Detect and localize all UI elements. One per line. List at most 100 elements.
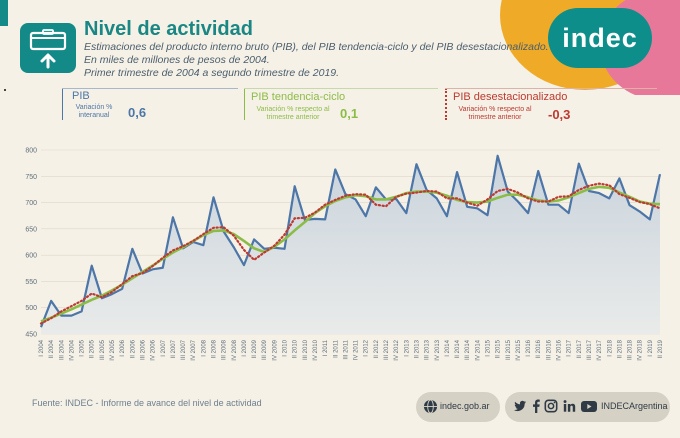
x-tick-label: II 2007	[171, 339, 177, 358]
indicator-trend-rule	[244, 88, 438, 89]
x-tick-label: I 2014	[445, 339, 451, 356]
x-tick-label: II 2011	[333, 339, 339, 358]
x-tick-label: I 2012	[364, 339, 370, 356]
x-tick-label: II 2009	[252, 339, 258, 358]
x-tick-label: III 2005	[100, 339, 106, 360]
x-tick-label: IV 2018	[638, 339, 644, 360]
x-tick-label: II 2006	[130, 339, 136, 358]
logo-text: indec	[562, 23, 638, 53]
x-tick-label: II 2008	[212, 339, 218, 358]
indicator-trend-label-2: trimestre anterior	[266, 114, 320, 121]
indicator-pib-name: PIB	[72, 90, 90, 102]
indicator-pib-label-1: Variación %	[75, 104, 113, 111]
indicator-sa-rule	[445, 88, 657, 89]
y-tick-label: 450	[25, 332, 37, 339]
youtube-icon[interactable]	[581, 401, 597, 412]
x-tick-label: II 2018	[617, 339, 623, 358]
indicator-trend-name: PIB tendencia-ciclo	[251, 91, 346, 103]
logo-teal-pill	[548, 8, 652, 68]
x-tick-label: III 2018	[628, 339, 634, 360]
x-tick-label: III 2016	[546, 339, 552, 360]
x-tick-label: I 2011	[323, 339, 329, 356]
website-link[interactable]: indec.gob.ar	[440, 401, 490, 411]
activity-icon	[20, 23, 76, 73]
x-tick-label: III 2011	[343, 339, 349, 359]
x-tick-label: IV 2012	[394, 339, 400, 360]
indicator-pib-value: 0,6	[128, 105, 147, 120]
x-tick-label: III 2013	[425, 339, 431, 360]
indicator-trend-label: Variación % respecto al trimestre anteri…	[250, 106, 336, 122]
x-tick-label: I 2016	[526, 339, 532, 356]
indicator-pib-label: Variación % interanual	[64, 104, 124, 120]
x-tick-label: IV 2011	[354, 339, 360, 360]
x-tick-label: III 2017	[587, 339, 593, 360]
indicator-sa-label-1: Variación % respecto al	[458, 106, 532, 113]
indicator-trend-label-1: Variación % respecto al	[256, 106, 330, 113]
y-tick-label: 500	[25, 305, 37, 312]
indec-logo[interactable]: indec	[500, 0, 680, 95]
x-tick-label: IV 2015	[516, 339, 522, 360]
instagram-icon[interactable]	[544, 399, 558, 413]
x-tick-label: I 2004	[39, 339, 45, 356]
x-tick-label: II 2019	[658, 339, 664, 358]
subtitle-line-3: Primer trimestre de 2004 a segundo trime…	[84, 67, 340, 79]
indicator-sa	[445, 88, 447, 120]
x-tick-label: IV 2006	[151, 339, 157, 360]
y-tick-label: 700	[25, 200, 37, 207]
x-tick-label: III 2009	[262, 339, 268, 360]
indicator-trend	[244, 88, 245, 120]
x-tick-label: III 2007	[181, 339, 187, 360]
indicator-sa-label-2: trimestre anterior	[468, 114, 522, 121]
x-tick-label: I 2008	[201, 339, 207, 356]
x-tick-label: I 2010	[283, 339, 289, 356]
indicator-pib-rule	[62, 88, 238, 89]
facebook-icon[interactable]	[531, 399, 541, 413]
twitter-icon[interactable]	[513, 399, 527, 413]
x-tick-label: III 2012	[384, 339, 390, 360]
x-tick-label: II 2013	[414, 339, 420, 358]
indicator-pib-label-2: interanual	[78, 112, 110, 119]
x-tick-label: II 2016	[536, 339, 542, 358]
linkedin-icon[interactable]	[563, 399, 576, 413]
y-tick-label: 650	[25, 226, 37, 233]
x-tick-label: I 2013	[404, 339, 410, 356]
y-tick-label: 550	[25, 279, 37, 286]
x-tick-label: IV 2007	[191, 339, 197, 360]
page-title: Nivel de actividad	[84, 18, 253, 40]
y-tick-label: 750	[25, 174, 37, 181]
x-tick-label: I 2015	[485, 339, 491, 356]
x-tick-label: III 2015	[506, 339, 512, 360]
pib-area	[41, 155, 660, 334]
x-tick-label: III 2006	[140, 339, 146, 360]
x-tick-label: IV 2010	[313, 339, 319, 360]
x-tick-label: I 2019	[648, 339, 654, 356]
social-handle[interactable]: INDECArgentina	[601, 401, 668, 411]
indicator-sa-label: Variación % respecto al trimestre anteri…	[450, 106, 540, 122]
x-tick-label: IV 2004	[69, 339, 75, 360]
x-tick-label: IV 2009	[272, 339, 278, 360]
subtitle-line-1: Estimaciones del producto interno bruto …	[84, 41, 549, 53]
x-tick-label: I 2018	[607, 339, 613, 356]
x-tick-label: III 2010	[303, 339, 309, 360]
subtitle-line-2: En miles de millones de pesos de 2004.	[84, 54, 270, 66]
x-tick-label: I 2006	[120, 339, 126, 356]
x-tick-label: II 2014	[455, 339, 461, 358]
y-tick-label: 600	[25, 253, 37, 260]
x-tick-label: II 2005	[90, 339, 96, 358]
x-tick-label: II 2012	[374, 339, 380, 358]
x-tick-label: II 2010	[293, 339, 299, 358]
x-tick-label: IV 2017	[597, 339, 603, 360]
y-tick-label: 800	[25, 148, 37, 155]
x-tick-label: IV 2014	[475, 339, 481, 360]
corner-accent	[0, 0, 8, 26]
x-tick-label: III 2004	[59, 339, 65, 360]
x-tick-label: II 2017	[577, 339, 583, 358]
x-tick-label: I 2005	[80, 339, 86, 356]
stray-dot	[4, 89, 6, 91]
trend-series-line	[40, 185, 661, 323]
x-tick-label: I 2007	[161, 339, 167, 356]
x-tick-label: IV 2008	[232, 339, 238, 360]
x-tick-label: III 2014	[465, 339, 471, 360]
indicator-sa-value: -0,3	[548, 107, 571, 122]
x-tick-label: IV 2016	[557, 339, 563, 360]
